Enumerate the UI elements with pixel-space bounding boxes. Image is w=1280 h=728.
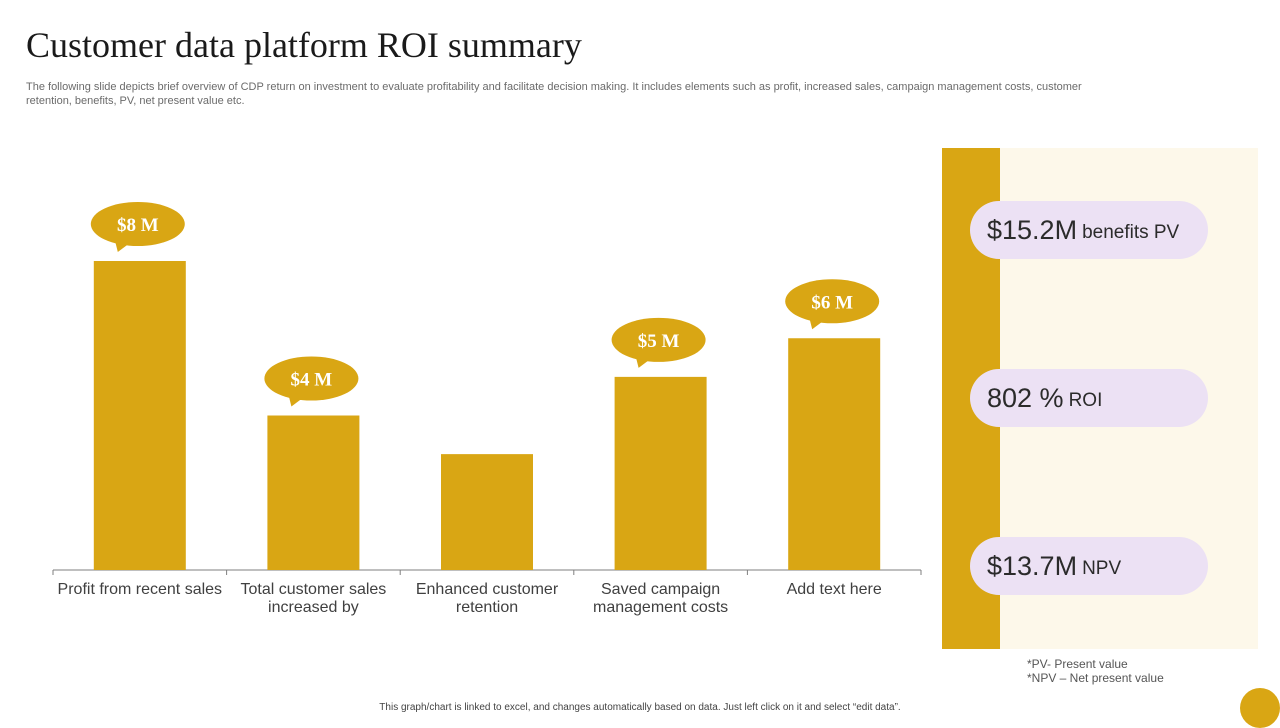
bubble-body xyxy=(611,317,706,362)
data-label-bubble-4: $5 M xyxy=(611,317,706,368)
bar-5 xyxy=(788,338,881,570)
category-label-2: Total customer sales increased by xyxy=(240,581,386,616)
bar-1 xyxy=(93,261,186,570)
metric-roi-value: 802 % xyxy=(987,382,1064,413)
data-label-bubble-5: $6 M xyxy=(785,279,880,330)
page-title: Customer data platform ROI summary xyxy=(26,25,582,65)
metric-benefits-pv: $15.2M benefits PV xyxy=(970,201,1208,259)
note-pv: *PV- Present value xyxy=(1027,657,1128,671)
metric-npv-value: $13.7M xyxy=(987,550,1078,581)
metric-benefits-pv-value: $15.2M xyxy=(987,214,1078,245)
metric-benefits-pv-label: benefits PV xyxy=(1082,222,1180,243)
data-label-2: $4 M xyxy=(291,370,333,391)
data-label-bubble-1: $8 M xyxy=(90,202,185,252)
corner-decoration xyxy=(1240,688,1280,728)
metric-npv: $13.7M NPV xyxy=(970,537,1208,595)
data-label-1: $8 M xyxy=(117,215,159,236)
bubble-body xyxy=(90,202,185,246)
bar-3 xyxy=(441,454,533,570)
bar-2 xyxy=(267,415,360,570)
page-subtitle: The following slide depicts brief overvi… xyxy=(26,81,1082,107)
bar-4 xyxy=(614,376,707,570)
metric-roi-label: ROI xyxy=(1068,390,1103,411)
metric-roi: 802 % ROI xyxy=(970,369,1208,427)
bar-chart: Profit from recent sales $8 M Total custom… xyxy=(52,202,922,616)
data-label-bubble-2: $4 M xyxy=(264,356,359,407)
bubble-body xyxy=(785,279,880,324)
data-label-5: $6 M xyxy=(811,292,853,313)
metric-npv-label: NPV xyxy=(1082,558,1122,579)
category-label-4: Saved campaign management costs xyxy=(593,581,728,616)
footer-note: This graph/chart is linked to excel, and… xyxy=(379,702,901,713)
note-npv: *NPV – Net present value xyxy=(1027,671,1164,685)
bubble-body xyxy=(264,356,359,401)
category-label-5: Add text here xyxy=(787,581,882,598)
data-label-4: $5 M xyxy=(638,331,680,352)
category-label-3: Enhanced customer retention xyxy=(416,581,559,616)
category-label-1: Profit from recent sales xyxy=(58,581,223,598)
